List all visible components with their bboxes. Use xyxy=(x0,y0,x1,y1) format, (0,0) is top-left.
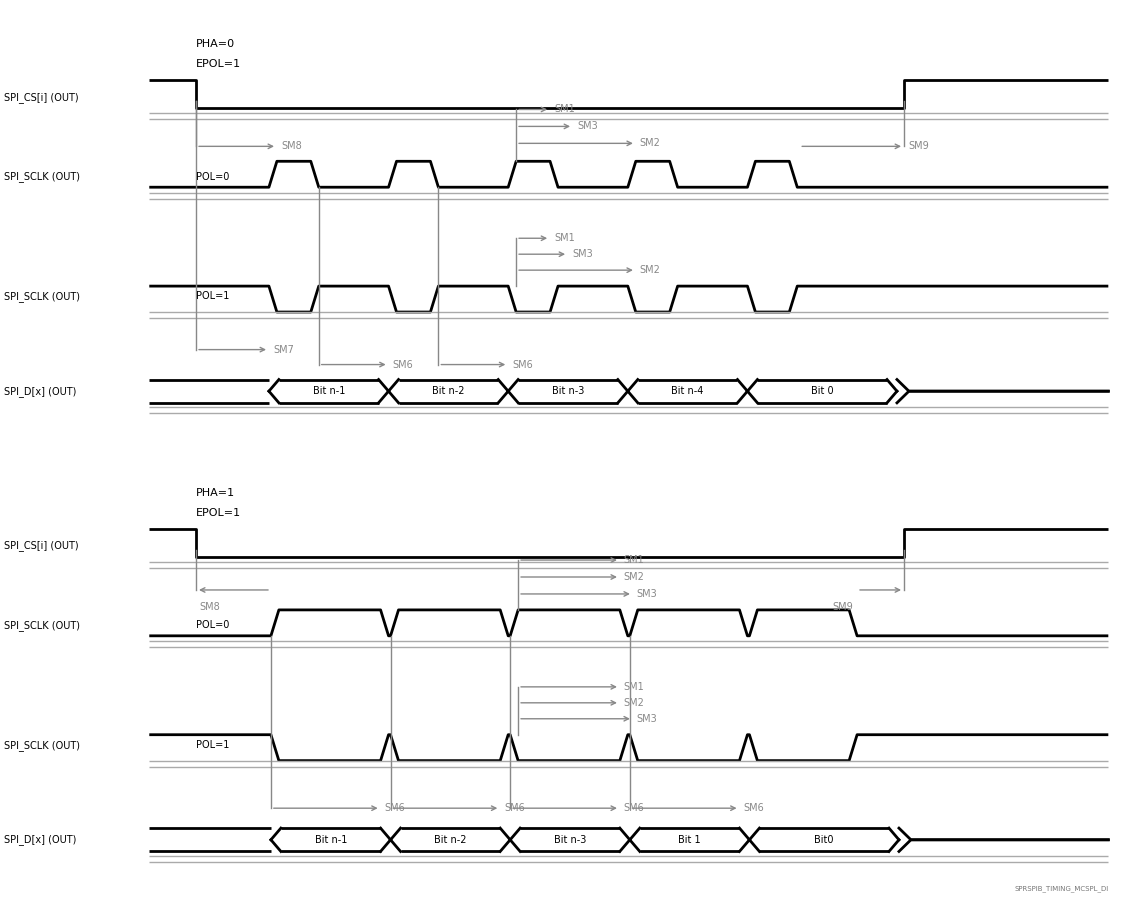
Text: SM6: SM6 xyxy=(384,803,406,814)
Text: SM2: SM2 xyxy=(624,572,645,582)
Text: SM3: SM3 xyxy=(637,589,658,599)
Text: SM9: SM9 xyxy=(907,141,929,152)
Text: SM2: SM2 xyxy=(640,138,661,148)
Text: PHA=0: PHA=0 xyxy=(197,40,235,49)
Text: Bit n-2: Bit n-2 xyxy=(432,386,464,396)
Text: SPI_D[x] (OUT): SPI_D[x] (OUT) xyxy=(3,834,76,845)
Text: SM6: SM6 xyxy=(744,803,764,814)
Text: POL=0: POL=0 xyxy=(197,621,229,630)
Text: Bit n-3: Bit n-3 xyxy=(551,386,584,396)
Text: Bit n-1: Bit n-1 xyxy=(314,835,347,845)
Text: SM1: SM1 xyxy=(554,233,575,243)
Text: SM6: SM6 xyxy=(392,359,414,370)
Text: SM1: SM1 xyxy=(624,555,644,565)
Text: Bit n-4: Bit n-4 xyxy=(671,386,704,396)
Text: PHA=1: PHA=1 xyxy=(197,488,235,497)
Text: Bit 1: Bit 1 xyxy=(678,835,701,845)
Text: POL=1: POL=1 xyxy=(197,740,229,750)
Text: SPI_SCLK (OUT): SPI_SCLK (OUT) xyxy=(3,620,80,631)
Text: SM7: SM7 xyxy=(273,345,294,355)
Text: EPOL=1: EPOL=1 xyxy=(197,507,242,518)
Text: SPI_D[x] (OUT): SPI_D[x] (OUT) xyxy=(3,386,76,397)
Text: POL=0: POL=0 xyxy=(197,172,229,181)
Text: SM3: SM3 xyxy=(572,250,593,260)
Text: SPRSPIB_TIMING_MCSPL_DI: SPRSPIB_TIMING_MCSPL_DI xyxy=(1014,885,1109,892)
Text: SPI_CS[i] (OUT): SPI_CS[i] (OUT) xyxy=(3,92,78,102)
Text: SM8: SM8 xyxy=(199,602,220,612)
Text: Bit0: Bit0 xyxy=(815,835,834,845)
Text: Bit n-3: Bit n-3 xyxy=(554,835,586,845)
Text: SM6: SM6 xyxy=(504,803,525,814)
Text: EPOL=1: EPOL=1 xyxy=(197,59,242,69)
Text: SM3: SM3 xyxy=(637,714,658,724)
Text: SPI_SCLK (OUT): SPI_SCLK (OUT) xyxy=(3,172,80,182)
Text: SM1: SM1 xyxy=(624,682,644,691)
Text: POL=1: POL=1 xyxy=(197,292,229,302)
Text: SM6: SM6 xyxy=(512,359,533,370)
Text: Bit n-2: Bit n-2 xyxy=(434,835,467,845)
Text: SM6: SM6 xyxy=(624,803,644,814)
Text: SM2: SM2 xyxy=(640,265,661,275)
Text: SM2: SM2 xyxy=(624,698,645,708)
Text: Bit 0: Bit 0 xyxy=(811,386,834,396)
Text: SPI_SCLK (OUT): SPI_SCLK (OUT) xyxy=(3,291,80,302)
Text: SPI_CS[i] (OUT): SPI_CS[i] (OUT) xyxy=(3,541,78,551)
Text: SM8: SM8 xyxy=(281,141,302,152)
Text: SM3: SM3 xyxy=(577,121,598,131)
Text: SPI_SCLK (OUT): SPI_SCLK (OUT) xyxy=(3,740,80,751)
Text: SM1: SM1 xyxy=(554,104,575,114)
Text: Bit n-1: Bit n-1 xyxy=(313,386,345,396)
Text: SM9: SM9 xyxy=(833,602,853,612)
